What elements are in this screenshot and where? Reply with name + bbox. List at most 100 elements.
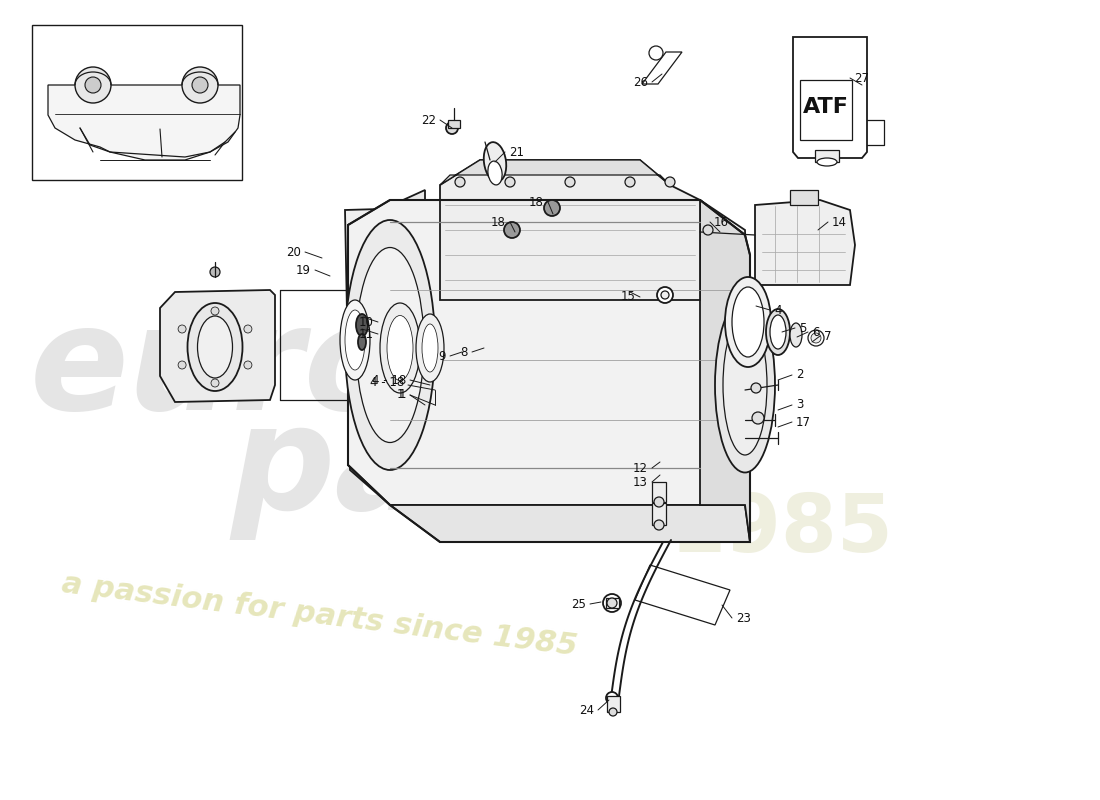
Text: 7: 7	[824, 330, 832, 342]
Bar	[448, 120, 460, 128]
Bar	[800, 80, 852, 140]
Text: 4: 4	[774, 303, 781, 317]
Text: 1: 1	[398, 389, 406, 402]
Circle shape	[544, 200, 560, 216]
Circle shape	[505, 177, 515, 187]
Text: 15: 15	[621, 290, 636, 303]
Ellipse shape	[387, 315, 412, 381]
Circle shape	[211, 379, 219, 387]
Text: 1: 1	[396, 389, 404, 402]
Circle shape	[244, 361, 252, 369]
Text: 21: 21	[509, 146, 524, 158]
Ellipse shape	[356, 314, 369, 336]
Circle shape	[661, 291, 669, 299]
Text: 14: 14	[832, 215, 847, 229]
Text: 10: 10	[359, 315, 374, 329]
Ellipse shape	[198, 316, 232, 378]
Ellipse shape	[484, 142, 506, 182]
Ellipse shape	[340, 300, 370, 380]
Text: 17: 17	[796, 415, 811, 429]
Circle shape	[657, 287, 673, 303]
Ellipse shape	[356, 247, 424, 442]
Circle shape	[808, 330, 824, 346]
Circle shape	[455, 177, 465, 187]
Circle shape	[609, 708, 617, 716]
Circle shape	[182, 67, 218, 103]
Bar	[32, 25, 242, 180]
Text: 4 - 18: 4 - 18	[370, 375, 404, 389]
Polygon shape	[348, 200, 745, 505]
Circle shape	[210, 267, 220, 277]
Ellipse shape	[416, 314, 444, 382]
Circle shape	[703, 225, 713, 235]
Polygon shape	[440, 160, 700, 300]
Ellipse shape	[187, 303, 242, 391]
Text: 19: 19	[296, 263, 311, 277]
Text: 20: 20	[286, 246, 301, 258]
Circle shape	[607, 598, 617, 608]
Polygon shape	[345, 200, 750, 505]
Ellipse shape	[770, 315, 786, 349]
Ellipse shape	[723, 315, 767, 455]
Circle shape	[654, 497, 664, 507]
Text: 3: 3	[796, 398, 803, 411]
Text: 9: 9	[439, 350, 446, 362]
Circle shape	[603, 594, 622, 612]
Ellipse shape	[488, 161, 502, 185]
Bar	[607, 696, 620, 712]
Circle shape	[244, 325, 252, 333]
Polygon shape	[48, 85, 240, 160]
Ellipse shape	[766, 309, 790, 355]
Circle shape	[666, 177, 675, 187]
Text: 12: 12	[632, 462, 648, 474]
Polygon shape	[348, 190, 425, 505]
Circle shape	[649, 46, 663, 60]
Ellipse shape	[345, 310, 365, 370]
Circle shape	[811, 333, 821, 343]
Text: a passion for parts since 1985: a passion for parts since 1985	[60, 569, 579, 661]
Polygon shape	[390, 505, 750, 542]
Ellipse shape	[345, 220, 434, 470]
Ellipse shape	[715, 298, 775, 473]
Text: 25: 25	[571, 598, 586, 610]
Text: 24: 24	[579, 703, 594, 717]
Text: 4 - 18: 4 - 18	[372, 374, 406, 386]
Text: 8: 8	[461, 346, 468, 358]
Polygon shape	[440, 160, 670, 185]
Bar	[652, 482, 666, 502]
Text: 18: 18	[491, 215, 506, 229]
Text: 6: 6	[812, 326, 820, 338]
Text: 1985: 1985	[670, 491, 894, 569]
Circle shape	[75, 67, 111, 103]
Polygon shape	[793, 37, 867, 158]
Text: 2: 2	[796, 369, 803, 382]
Text: 16: 16	[714, 215, 729, 229]
Circle shape	[85, 77, 101, 93]
Circle shape	[192, 77, 208, 93]
Text: parts: parts	[230, 399, 661, 541]
Ellipse shape	[422, 324, 438, 372]
Text: 13: 13	[634, 475, 648, 489]
Ellipse shape	[817, 158, 837, 166]
Ellipse shape	[379, 303, 420, 393]
Circle shape	[504, 222, 520, 238]
Circle shape	[625, 177, 635, 187]
Polygon shape	[160, 290, 275, 402]
Text: ATF: ATF	[803, 97, 849, 117]
Circle shape	[178, 325, 186, 333]
Circle shape	[606, 692, 618, 704]
Bar	[790, 190, 818, 205]
Ellipse shape	[790, 323, 802, 347]
Circle shape	[211, 307, 219, 315]
Text: 26: 26	[632, 75, 648, 89]
Circle shape	[446, 122, 458, 134]
Text: 22: 22	[421, 114, 436, 126]
Circle shape	[178, 361, 186, 369]
Circle shape	[752, 412, 764, 424]
Ellipse shape	[725, 277, 771, 367]
Circle shape	[565, 177, 575, 187]
Text: 18: 18	[529, 195, 544, 209]
Polygon shape	[755, 200, 855, 285]
Text: 5: 5	[799, 322, 806, 334]
Circle shape	[654, 520, 664, 530]
